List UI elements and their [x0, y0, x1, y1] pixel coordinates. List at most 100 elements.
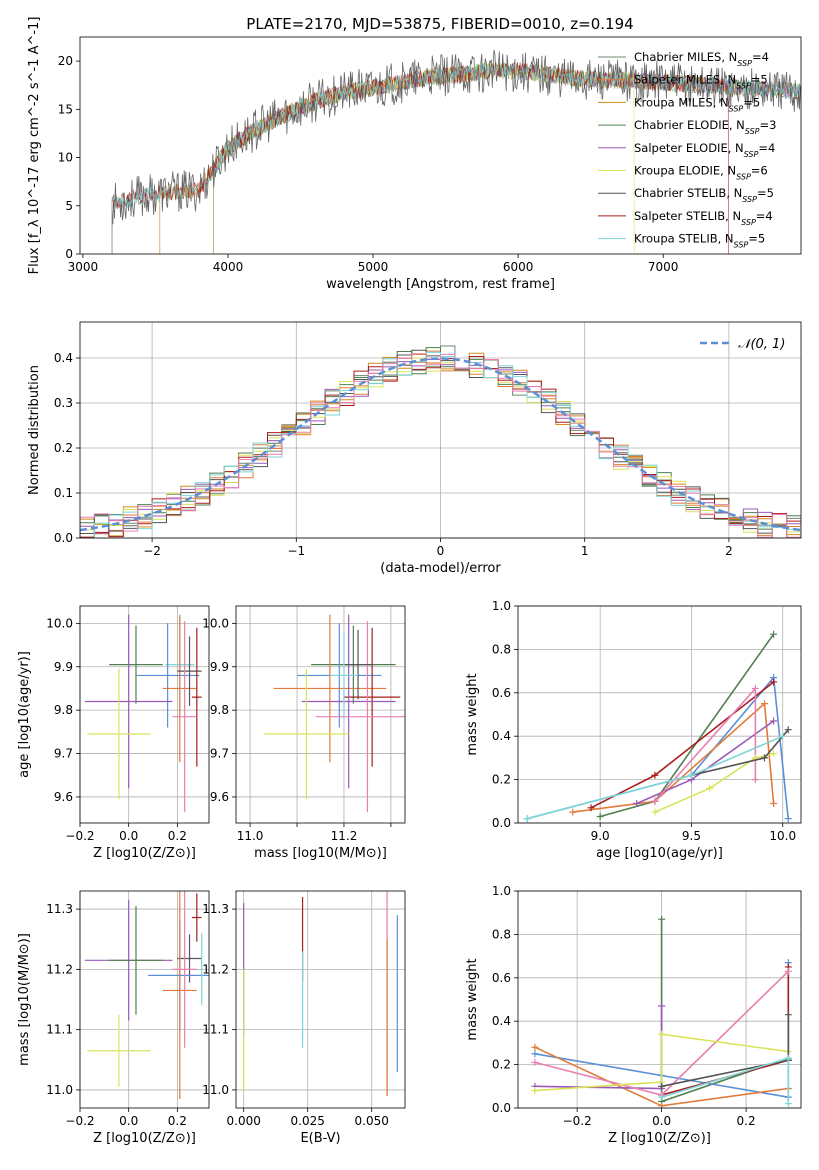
y-tick-label: 11.1	[202, 1023, 229, 1037]
y-tick-label: 0.6	[492, 971, 511, 985]
weight-marker	[784, 815, 792, 823]
y-tick-label: 0.2	[492, 773, 511, 787]
histogram-series	[80, 353, 801, 538]
weight-marker	[531, 1043, 539, 1051]
x-axis-label: Z [log10(Z/Z⊙)]	[93, 846, 196, 861]
x-tick-label: −0.2	[563, 1114, 592, 1128]
weight-marker	[760, 700, 768, 708]
x-tick-label: 0	[437, 544, 445, 558]
x-tick-label: 0.025	[291, 1114, 325, 1128]
weight-marker	[569, 808, 577, 816]
spectrum-panel: 3000 4000 5000 6000 7000 0 5 10 15 20 wavelength […	[27, 17, 802, 292]
weight-marker	[596, 812, 604, 820]
x-tick-label: 3000	[68, 260, 99, 274]
y-tick-label: 9.9	[54, 660, 73, 674]
y-axis-label: Normed distribution	[27, 365, 42, 495]
errorbar-points	[84, 614, 202, 813]
weight-series-line	[572, 701, 775, 813]
spectrum-series-line	[111, 61, 729, 254]
weight-marker	[770, 750, 778, 758]
y-tick-label: 10.0	[46, 616, 73, 630]
weight-marker	[658, 1030, 666, 1038]
y-axis-label: age [log10(age/yr)]	[17, 651, 32, 778]
x-tick-label: 0.0	[652, 1114, 671, 1128]
y-tick-label: 0.0	[492, 816, 511, 830]
weight-marker	[770, 799, 778, 807]
axes-frame	[235, 605, 406, 824]
axes-frame	[79, 321, 802, 539]
y-tick-label: 11.1	[46, 1023, 73, 1037]
weight-series-line	[534, 1033, 789, 1092]
weight-marker	[751, 684, 759, 692]
y-tick-label: 0.4	[492, 1014, 511, 1028]
y-tick-label: 0.0	[492, 1101, 511, 1115]
x-tick-label: 9.0	[591, 829, 610, 843]
age_vs_mass-panel: 11.0 11.2 9.6 9.7 9.8 9.9 10.0 mass [log10(M/M⊙…	[202, 605, 406, 861]
weight-marker	[784, 726, 792, 734]
y-tick-label: 1.0	[492, 599, 511, 613]
y-tick-label: 11.2	[202, 962, 229, 976]
y-tick-label: 5	[65, 199, 73, 213]
weight-marker	[770, 717, 778, 725]
x-tick-label: 0.2	[168, 829, 187, 843]
y-tick-label: 9.6	[54, 790, 73, 804]
y-axis-label: mass weight	[465, 958, 480, 1040]
weight-marker	[587, 804, 595, 812]
weight-marker	[706, 784, 714, 792]
legend-entry: Chabrier STELIB, NSSP=5	[634, 186, 774, 204]
y-tick-label: 0.0	[54, 531, 73, 545]
y-tick-label: 0.4	[492, 729, 511, 743]
x-tick-label: −0.2	[65, 1114, 94, 1128]
spectrum-lines	[111, 49, 801, 254]
legend-entry: Kroupa ELODIE, NSSP=6	[634, 164, 768, 182]
x-tick-label: 0.0	[119, 1114, 138, 1128]
weight-marker	[751, 776, 759, 784]
gaussian-reference-curve	[80, 357, 801, 532]
x-axis-label: Z [log10(Z/Z⊙)]	[608, 1131, 711, 1146]
y-tick-label: 9.8	[54, 703, 73, 717]
y-tick-label: 9.9	[210, 660, 229, 674]
figure-title: PLATE=2170, MJD=53875, FIBERID=0010, z=0…	[246, 15, 633, 33]
weight-series-line	[660, 919, 789, 1103]
weight-marker	[784, 967, 792, 975]
errorbar-points	[243, 891, 398, 1096]
y-axis-label: mass weight	[465, 673, 480, 755]
spectrum-series-line	[213, 62, 635, 254]
weight-marker	[770, 678, 778, 686]
legend-entry: Salpeter STELIB, NSSP=4	[634, 209, 773, 227]
weight-marker	[651, 771, 659, 779]
weight-marker	[784, 1054, 792, 1062]
weight_vs_Z-panel: −0.2 0.0 0.2 0.0 0.2 0.4 0.6 0.8 1.0 Z [log10(Z/Z…	[465, 884, 802, 1146]
x-tick-label: 11.0	[237, 829, 264, 843]
x-tick-label: 2	[725, 544, 733, 558]
spectrum-legend: Chabrier MILES, NSSP=4 Salpeter MILES, NS…	[598, 50, 776, 249]
y-axis-label: Flux [f_λ 10^-17 erg cm^-2 s^-1 A^-1]	[27, 17, 42, 275]
y-tick-label: 15	[58, 102, 73, 116]
spectrum-series-line	[111, 62, 801, 254]
residual_hist-panel: −2 −1 0 1 2 0.0 0.1 0.2 0.3 0.4 (data-model)/error…	[27, 321, 802, 576]
x-tick-label: 0.050	[355, 1114, 389, 1128]
x-tick-label: 0.0	[119, 829, 138, 843]
weight-lines	[531, 915, 792, 1108]
y-tick-label: 10.0	[202, 616, 229, 630]
mass_vs_ebv-panel: 0.000 0.025 0.050 11.0 11.1 11.2 11.3 E(B-V)	[202, 890, 406, 1146]
weight_vs_age-panel: 9.0 9.5 10.0 0.0 0.2 0.4 0.6 0.8 1.0 age [log10(a…	[465, 599, 802, 861]
x-tick-label: 6000	[503, 260, 534, 274]
spectrum-series-line	[111, 49, 801, 254]
y-tick-label: 0.8	[492, 642, 511, 656]
x-tick-label: 1	[581, 544, 589, 558]
x-tick-label: 5000	[358, 260, 389, 274]
y-axis-label: mass [log10(M/M⊙)]	[17, 933, 32, 1066]
x-tick-label: −1	[287, 544, 305, 558]
weight-marker	[658, 1093, 666, 1101]
weight-marker	[658, 915, 666, 923]
y-tick-label: 11.3	[46, 902, 73, 916]
y-tick-label: 11.3	[202, 902, 229, 916]
y-tick-label: 9.7	[54, 747, 73, 761]
x-tick-label: 0.2	[737, 1114, 756, 1128]
x-tick-label: −2	[143, 544, 161, 558]
age_vs_Z-panel: −0.2 0.0 0.2 9.6 9.7 9.8 9.9 10.0 Z [log10(Z/Z⊙)…	[17, 605, 210, 861]
weight-marker	[658, 1002, 666, 1010]
y-tick-label: 0.2	[492, 1058, 511, 1072]
errorbar-points	[84, 891, 209, 1099]
